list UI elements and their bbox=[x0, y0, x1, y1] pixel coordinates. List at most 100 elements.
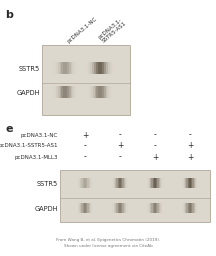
Bar bbox=[185, 203, 187, 213]
Bar bbox=[113, 203, 115, 213]
Bar bbox=[162, 203, 164, 213]
Bar bbox=[93, 203, 95, 213]
Bar bbox=[78, 203, 80, 213]
Bar bbox=[96, 62, 99, 73]
Bar bbox=[146, 203, 147, 213]
Bar bbox=[56, 62, 59, 73]
Bar bbox=[111, 87, 114, 98]
Bar bbox=[121, 203, 123, 213]
Bar bbox=[120, 203, 122, 213]
Bar bbox=[146, 178, 147, 188]
Bar bbox=[83, 178, 84, 188]
Bar bbox=[119, 178, 121, 188]
Bar bbox=[160, 203, 161, 213]
Bar bbox=[106, 62, 109, 73]
Bar bbox=[189, 203, 191, 213]
Bar bbox=[131, 178, 132, 188]
Bar bbox=[115, 87, 117, 98]
Bar bbox=[190, 178, 192, 188]
Text: SSTR5: SSTR5 bbox=[19, 66, 40, 72]
Bar bbox=[153, 178, 154, 188]
Bar bbox=[111, 178, 112, 188]
Text: +: + bbox=[152, 153, 158, 162]
Bar bbox=[114, 203, 116, 213]
Bar bbox=[74, 202, 96, 214]
Bar bbox=[48, 86, 83, 99]
Bar bbox=[84, 203, 86, 213]
Bar bbox=[195, 203, 197, 213]
Bar bbox=[90, 62, 93, 73]
Bar bbox=[144, 202, 166, 214]
Bar bbox=[155, 178, 157, 188]
Bar bbox=[186, 203, 188, 213]
Bar bbox=[131, 203, 132, 213]
Bar bbox=[148, 203, 150, 213]
Bar bbox=[96, 87, 99, 98]
Bar bbox=[124, 203, 125, 213]
Bar bbox=[179, 178, 181, 188]
Bar bbox=[118, 62, 121, 73]
Bar bbox=[185, 178, 187, 188]
Bar bbox=[117, 87, 119, 98]
Bar bbox=[182, 178, 183, 188]
Bar bbox=[49, 87, 51, 98]
Bar bbox=[82, 87, 84, 98]
Bar bbox=[72, 87, 75, 98]
Bar bbox=[76, 87, 79, 98]
Bar bbox=[125, 203, 126, 213]
Text: From Wang B, et al. Epigenetics Chromatin (2019).
Shown under license agreement : From Wang B, et al. Epigenetics Chromati… bbox=[56, 239, 160, 248]
Bar bbox=[161, 178, 163, 188]
Bar bbox=[87, 203, 89, 213]
Bar bbox=[163, 203, 165, 213]
Bar bbox=[165, 178, 166, 188]
Bar bbox=[125, 178, 126, 188]
Bar bbox=[69, 87, 71, 98]
Bar bbox=[90, 203, 91, 213]
Bar bbox=[107, 87, 110, 98]
Text: GAPDH: GAPDH bbox=[16, 90, 40, 96]
Bar bbox=[94, 62, 97, 73]
Bar bbox=[56, 87, 59, 98]
Bar bbox=[179, 202, 201, 214]
Bar bbox=[181, 203, 182, 213]
Text: GAPDH: GAPDH bbox=[35, 206, 58, 212]
Bar bbox=[98, 87, 101, 98]
Bar bbox=[79, 203, 81, 213]
Text: -: - bbox=[119, 131, 121, 140]
Bar bbox=[92, 203, 94, 213]
Bar bbox=[116, 203, 118, 213]
Bar bbox=[100, 87, 103, 98]
Bar bbox=[93, 178, 95, 188]
Bar bbox=[74, 203, 76, 213]
Bar bbox=[61, 87, 64, 98]
Text: +: + bbox=[117, 142, 123, 151]
Bar bbox=[83, 86, 118, 99]
Text: -: - bbox=[84, 142, 86, 151]
Bar bbox=[178, 203, 180, 213]
Bar bbox=[163, 178, 165, 188]
Bar bbox=[130, 203, 131, 213]
Bar bbox=[50, 87, 53, 98]
Bar bbox=[188, 178, 189, 188]
Bar bbox=[196, 178, 198, 188]
Bar bbox=[111, 203, 112, 213]
Bar bbox=[102, 87, 105, 98]
Bar bbox=[114, 178, 116, 188]
Bar bbox=[196, 203, 198, 213]
Bar bbox=[166, 178, 167, 188]
Bar bbox=[65, 87, 68, 98]
Bar bbox=[108, 178, 110, 188]
Bar bbox=[109, 177, 131, 188]
Bar bbox=[85, 178, 87, 188]
Bar bbox=[116, 178, 118, 188]
Bar bbox=[79, 178, 81, 188]
Bar bbox=[82, 87, 84, 98]
Bar bbox=[58, 62, 60, 73]
Bar bbox=[69, 62, 71, 73]
Bar bbox=[54, 87, 57, 98]
Bar bbox=[147, 203, 148, 213]
Bar bbox=[80, 62, 83, 73]
Bar bbox=[74, 177, 96, 188]
Bar bbox=[86, 178, 88, 188]
Bar bbox=[181, 178, 182, 188]
